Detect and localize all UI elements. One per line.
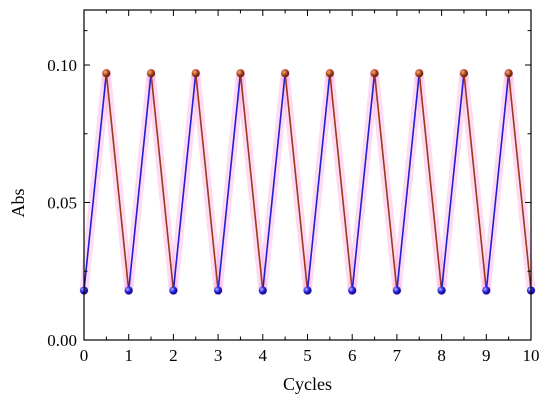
x-tick-label: 7 [393, 346, 402, 365]
rising-segment [262, 73, 286, 291]
high-point [147, 69, 156, 78]
x-tick-label: 2 [169, 346, 178, 365]
low-point [437, 286, 446, 295]
x-tick-label: 1 [124, 346, 133, 365]
falling-segment [329, 73, 353, 291]
x-tick-label: 6 [348, 346, 357, 365]
low-point [258, 286, 267, 295]
low-point [303, 286, 312, 295]
rising-segment [217, 73, 242, 291]
rising-segment [440, 73, 465, 291]
falling-segment [373, 73, 398, 291]
falling-segment [239, 73, 264, 291]
rising-segment [485, 73, 510, 291]
falling-segment [463, 73, 488, 291]
low-point [482, 286, 491, 295]
x-tick-label: 5 [303, 346, 312, 365]
high-point [102, 69, 111, 78]
rising-segment [396, 73, 421, 291]
low-point [348, 286, 357, 295]
low-point [214, 286, 223, 295]
rising-segment [172, 73, 197, 291]
axis-ticks: 0 1 2 3 4 5 6 7 8 9 10 0.00 0.05 0.10 [47, 10, 540, 365]
x-tick-label: 0 [80, 346, 89, 365]
marker-layer [80, 69, 535, 295]
x-tick-label: 9 [482, 346, 491, 365]
falling-segment [284, 73, 309, 291]
low-point [392, 286, 401, 295]
falling-segment [194, 73, 219, 291]
falling-segment [507, 73, 532, 291]
high-point [236, 69, 245, 78]
x-tick-label: 8 [437, 346, 446, 365]
high-point [504, 69, 513, 78]
falling-segment [418, 73, 443, 291]
low-point [169, 286, 178, 295]
highlight-layer [79, 68, 536, 295]
x-tick-label: 3 [214, 346, 223, 365]
rising-segment [127, 73, 152, 291]
y-tick-label: 0.10 [47, 56, 77, 75]
rising-segment [83, 73, 108, 291]
rising-segment [306, 73, 331, 291]
x-tick-label: 10 [523, 346, 540, 365]
rising-segment [351, 73, 376, 291]
falling-segment [150, 73, 175, 291]
y-axis-label: Abs [8, 188, 28, 217]
falling-segment [105, 73, 130, 291]
x-tick-label: 4 [259, 346, 268, 365]
series-layer [83, 73, 532, 291]
high-point [281, 69, 290, 78]
high-point [415, 69, 424, 78]
y-tick-label: 0.05 [47, 194, 77, 213]
high-point [325, 69, 334, 78]
high-point [459, 69, 468, 78]
y-tick-label: 0.00 [47, 331, 77, 350]
x-axis-label: Cycles [283, 374, 332, 394]
high-point [191, 69, 200, 78]
high-point [370, 69, 379, 78]
low-point [124, 286, 133, 295]
